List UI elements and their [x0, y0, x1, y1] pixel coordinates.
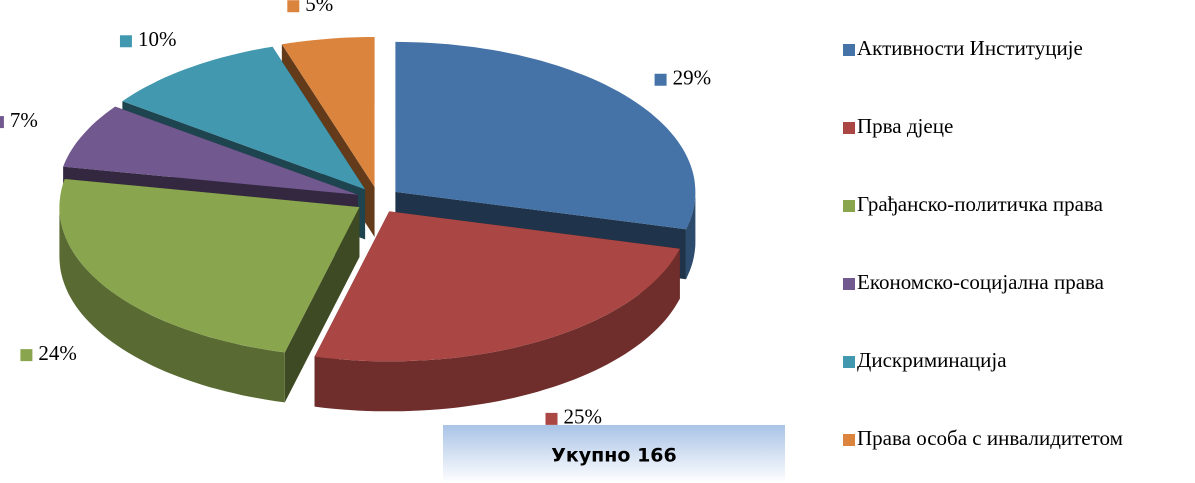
label-swatch	[545, 412, 558, 425]
label-swatch	[654, 73, 667, 86]
legend-label: Права особа с инвалидитетом	[857, 426, 1123, 450]
total-box	[443, 425, 785, 483]
legend-label: Активности Институције	[857, 36, 1083, 60]
legend-swatch	[843, 278, 855, 290]
slice-wall	[284, 207, 360, 403]
legend-label: Дискриминација	[857, 348, 1007, 372]
slice	[59, 179, 360, 353]
legend-label: Економско-социјална права	[857, 270, 1105, 294]
data-label: 25%	[564, 405, 603, 429]
data-label: 29%	[673, 66, 712, 90]
pie-tops	[59, 37, 696, 362]
legend-swatch	[843, 200, 855, 212]
label-swatch	[287, 0, 300, 13]
slice	[395, 41, 696, 230]
legend-label: Прва дјеце	[857, 114, 953, 138]
slice	[63, 106, 358, 195]
label-swatch	[0, 116, 4, 129]
slice	[122, 46, 366, 190]
data-label: 5%	[305, 0, 333, 16]
slice	[314, 211, 680, 362]
total-label: Укупно 166	[551, 445, 677, 467]
data-label: 7%	[10, 108, 38, 132]
label-swatch	[119, 35, 132, 48]
data-label: 10%	[138, 27, 177, 51]
slice-side	[59, 207, 285, 403]
data-label: 24%	[38, 341, 77, 365]
legend: Активности Институције Прва дјеце Грађанск…	[843, 36, 1123, 450]
label-swatch	[20, 349, 33, 362]
legend-swatch	[843, 44, 855, 56]
legend-swatch	[843, 356, 855, 368]
slice-side	[686, 191, 696, 280]
data-labels: 29% 25% 24% 7% 10% 5%	[0, 0, 711, 429]
legend-swatch	[843, 434, 855, 446]
slice	[281, 37, 375, 187]
slice-side	[314, 248, 680, 412]
legend-label: Грађанско-политичка права	[857, 192, 1104, 216]
legend-swatch	[843, 122, 855, 134]
